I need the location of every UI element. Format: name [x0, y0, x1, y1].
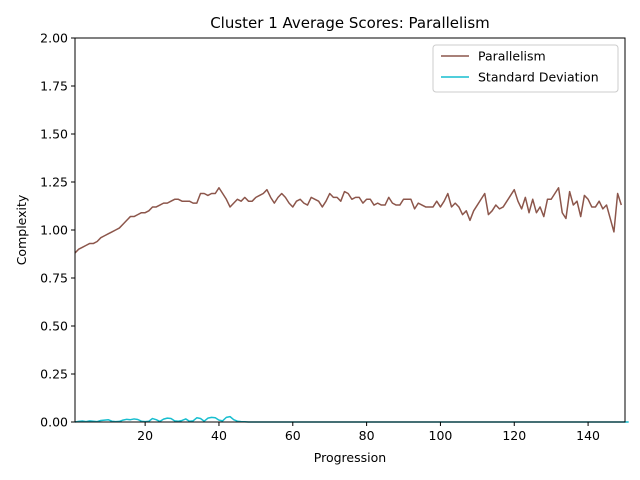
x-axis-title: Progression	[314, 450, 386, 465]
legend-label: Parallelism	[478, 49, 546, 64]
x-axis: 20 40 60 80 100 120 140	[137, 422, 600, 443]
x-tick-label: 60	[285, 428, 301, 443]
chart-title: Cluster 1 Average Scores: Parallelism	[210, 14, 490, 32]
plot-background	[75, 38, 625, 422]
x-tick-label: 40	[211, 428, 227, 443]
y-tick-label: 1.50	[40, 127, 68, 142]
legend-box	[432, 44, 619, 93]
y-tick-label: 1.75	[40, 79, 68, 94]
y-tick-label: 1.25	[40, 175, 68, 190]
series-line-parallelism	[74, 187, 623, 254]
legend-label: Standard Deviation	[478, 70, 599, 85]
plot-area	[74, 37, 629, 423]
y-tick-label: 0.75	[40, 271, 68, 286]
x-tick-label: 120	[502, 428, 526, 443]
y-tick-label: 0.50	[40, 319, 68, 334]
y-axis-title: Complexity	[14, 194, 29, 265]
y-axis: 0.00 0.25 0.50 0.75 1.00 1.25 1.50 1.75 2.00	[40, 31, 75, 430]
x-tick-label: 80	[359, 428, 375, 443]
legend: Parallelism Standard Deviation	[432, 44, 619, 93]
x-tick-label: 20	[137, 428, 153, 443]
legend-entries: Parallelism Standard Deviation	[441, 49, 599, 85]
y-tick-label: 0.25	[40, 367, 68, 382]
y-tick-label: 1.00	[40, 223, 68, 238]
y-tick-label: 0.00	[40, 415, 68, 430]
x-tick-label: 100	[429, 428, 453, 443]
x-tick-label: 140	[576, 428, 600, 443]
y-tick-label: 2.00	[40, 31, 68, 46]
